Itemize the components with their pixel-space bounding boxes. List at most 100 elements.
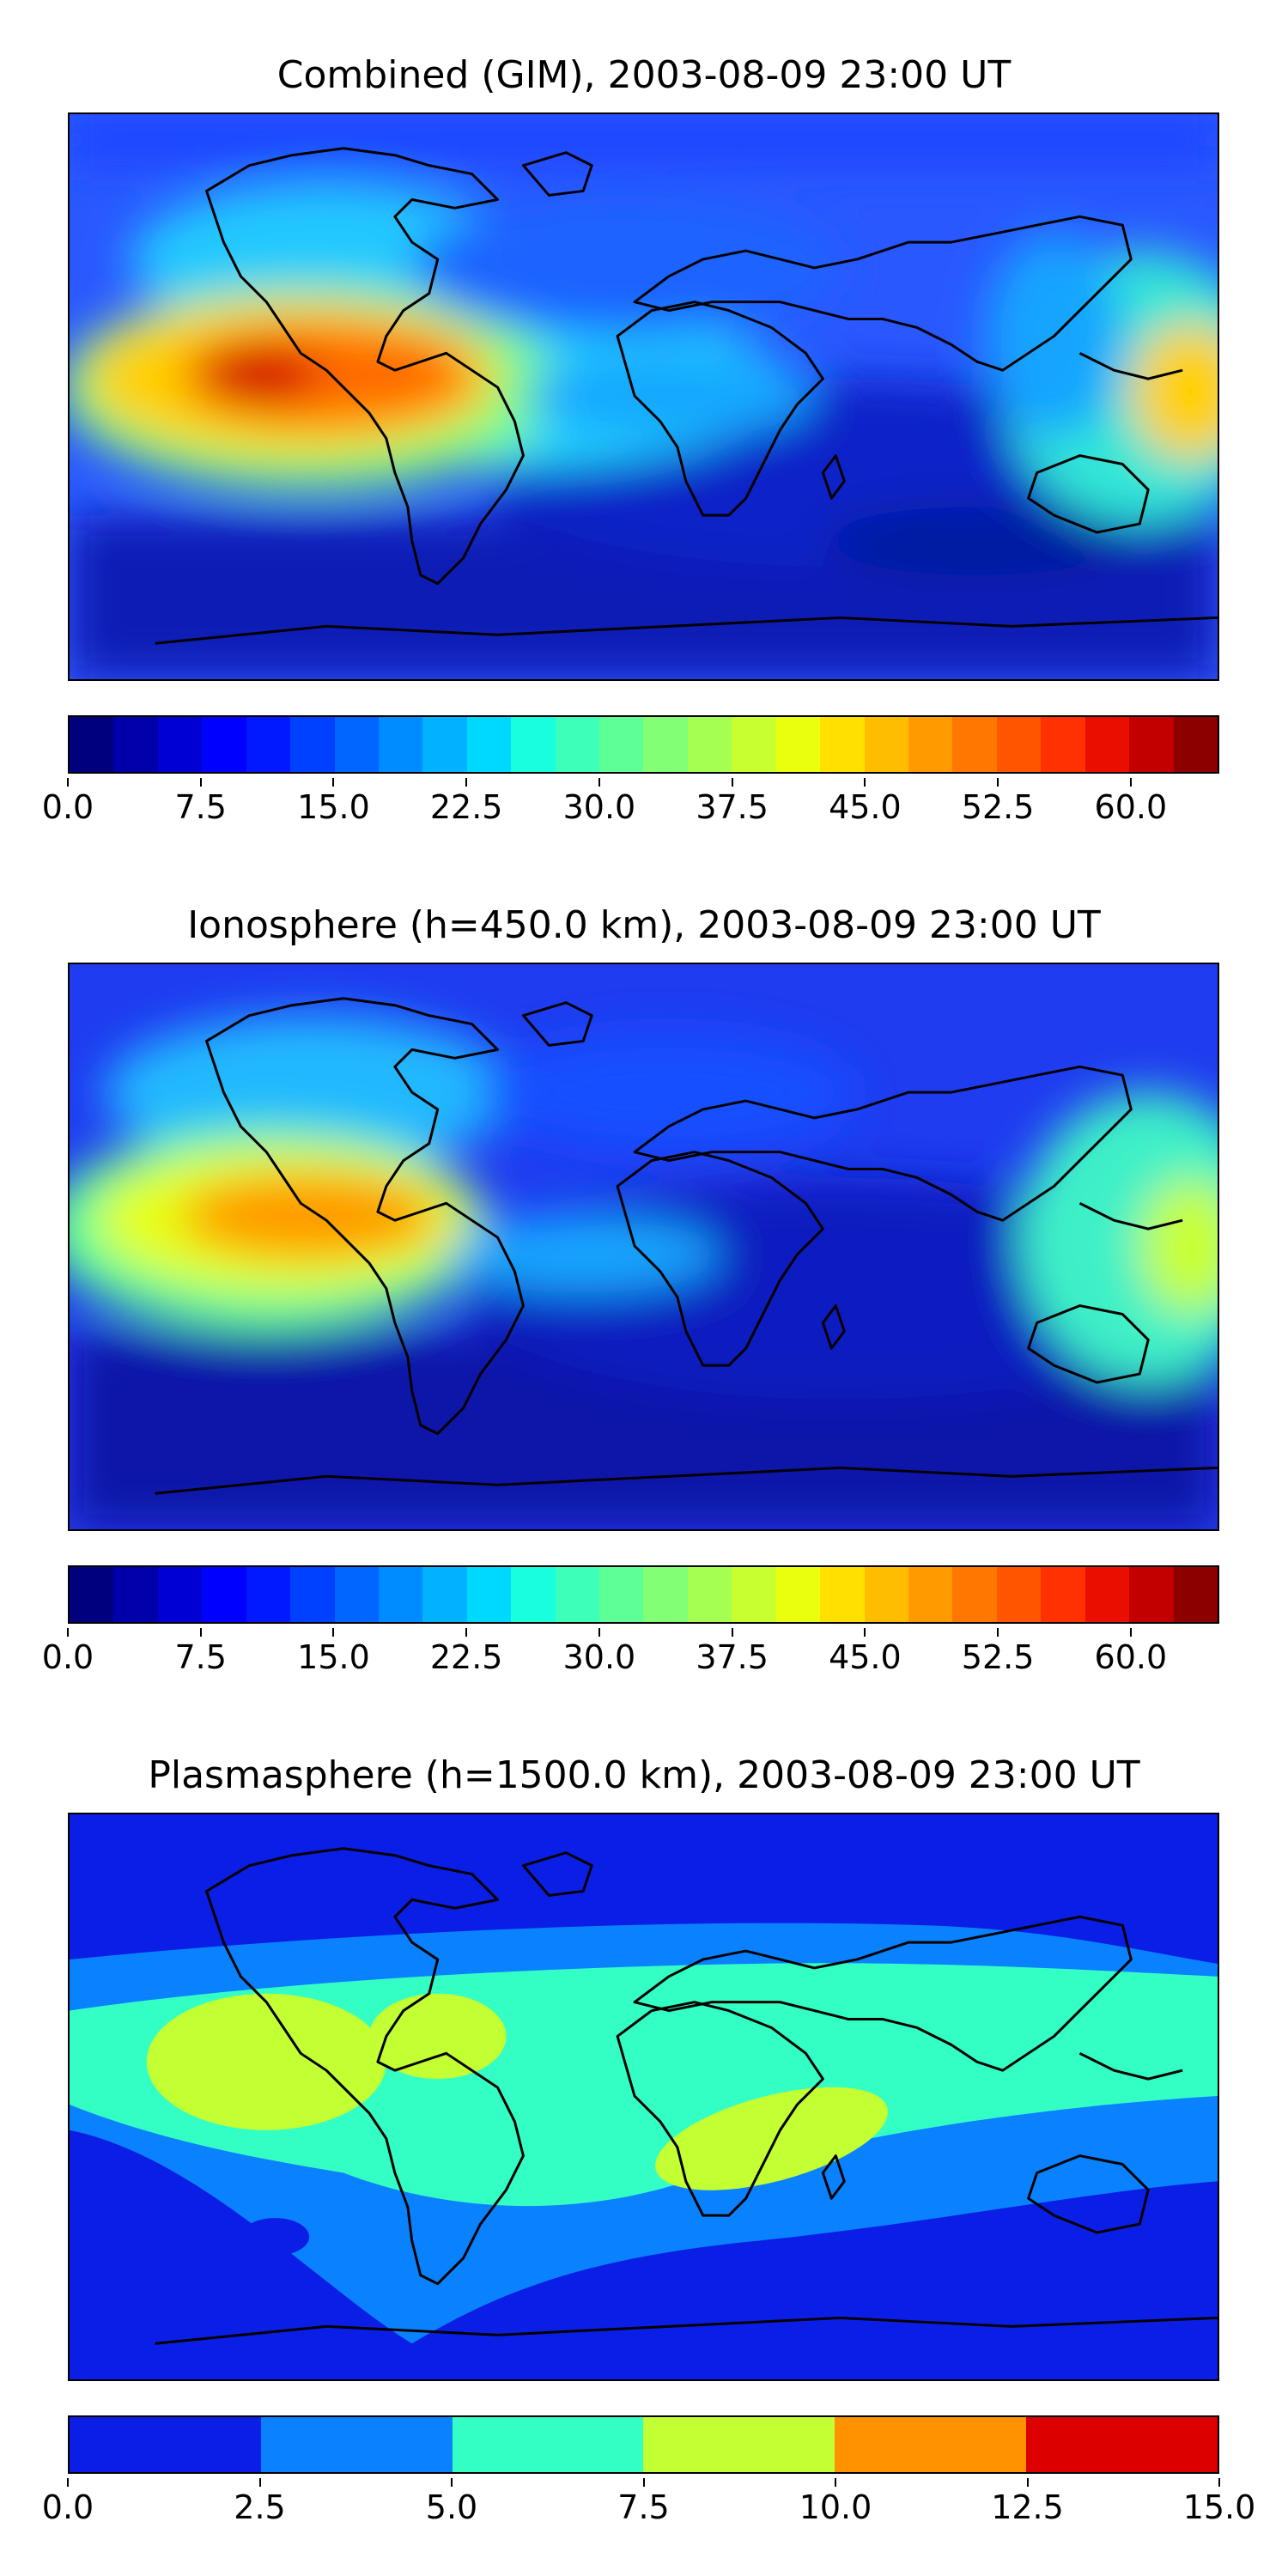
colorbar-tick-label: 10.0 <box>784 2478 887 2526</box>
colorbar-level-14 <box>687 717 732 772</box>
colorbar-tick-label: 45.0 <box>813 1628 916 1676</box>
colorbar-level-17 <box>820 717 865 772</box>
combined-colorbar <box>68 715 1219 774</box>
colorbar-level-3 <box>202 1567 246 1622</box>
colorbar-tick-label: 7.5 <box>149 1628 252 1676</box>
colorbar-level-12 <box>599 717 644 772</box>
colorbar-tick-label: 22.5 <box>415 1628 518 1676</box>
colorbar-level-2 <box>157 1567 203 1622</box>
colorbar-level-0 <box>70 1567 114 1622</box>
colorbar-level-24 <box>1129 1567 1174 1622</box>
colorbar-tick-label: 15.0 <box>282 778 385 826</box>
colorbar-level-16 <box>775 1567 821 1622</box>
colorbar-level-7 <box>378 717 423 772</box>
colorbar-tick-label: 12.5 <box>976 2478 1079 2526</box>
tec-field <box>70 1923 1218 2344</box>
colorbar-level-1 <box>260 2417 453 2472</box>
combined-colorbar-ticks: 0.0 7.5 15.0 22.5 30.0 37.5 45.0 52.5 60.0 <box>42 778 1219 840</box>
colorbar-tick-label: 30.0 <box>548 1628 651 1676</box>
colorbar-tick-label: 15.0 <box>282 1628 385 1676</box>
coastlines <box>155 147 1218 645</box>
colorbar-level-1 <box>113 1567 158 1622</box>
combined-map-canvas <box>70 114 1218 679</box>
colorbar-tick-label: 30.0 <box>548 778 651 826</box>
colorbar-level-25 <box>1173 717 1218 772</box>
colorbar-level-4 <box>246 1567 291 1622</box>
plasmasphere-map-canvas <box>70 1814 1218 2379</box>
colorbar-level-19 <box>908 717 953 772</box>
colorbar-level-22 <box>1041 1567 1085 1622</box>
colorbar-level-21 <box>996 1567 1042 1622</box>
colorbar-level-0 <box>70 2417 261 2472</box>
ionosphere-map-canvas <box>70 964 1218 1529</box>
colorbar-level-23 <box>1084 717 1130 772</box>
colorbar-level-5 <box>290 1567 335 1622</box>
ionosphere-map-title: Ionosphere (h=450.0 km), 2003-08-09 23:0… <box>187 903 1101 947</box>
colorbar-level-9 <box>466 1567 512 1622</box>
colorbar-level-18 <box>864 717 909 772</box>
colorbar-level-0 <box>70 717 114 772</box>
plasmasphere-colorbar <box>68 2415 1219 2474</box>
colorbar-level-11 <box>555 1567 600 1622</box>
colorbar-level-22 <box>1041 717 1085 772</box>
colorbar-level-11 <box>555 717 600 772</box>
colorbar-level-25 <box>1173 1567 1218 1622</box>
colorbar-tick-label: 22.5 <box>415 778 518 826</box>
colorbar-level-5 <box>1026 2417 1218 2472</box>
ionosphere-colorbar-ticks: 0.0 7.5 15.0 22.5 30.0 37.5 45.0 52.5 60.0 <box>42 1628 1219 1690</box>
colorbar-tick-label: 2.5 <box>209 2478 312 2526</box>
colorbar-tick-label: 7.5 <box>149 778 252 826</box>
colorbar-level-6 <box>334 717 379 772</box>
colorbar-level-20 <box>952 717 997 772</box>
colorbar-level-21 <box>996 717 1042 772</box>
colorbar-tick-label: 0.0 <box>16 2478 119 2526</box>
tec-field <box>70 1015 1218 1529</box>
colorbar-level-6 <box>334 1567 379 1622</box>
colorbar-level-16 <box>775 717 821 772</box>
colorbar-level-5 <box>290 717 335 772</box>
colorbar-level-4 <box>835 2417 1027 2472</box>
colorbar-tick-label: 37.5 <box>681 1628 784 1676</box>
plasmasphere-map-title: Plasmasphere (h=1500.0 km), 2003-08-09 2… <box>148 1753 1140 1797</box>
colorbar-level-13 <box>643 1567 688 1622</box>
colorbar-tick-label: 52.5 <box>946 1628 1049 1676</box>
colorbar-level-8 <box>422 717 467 772</box>
colorbar-tick-label: 52.5 <box>946 778 1049 826</box>
plasmasphere-tec-map <box>68 1813 1219 2381</box>
colorbar-level-7 <box>378 1567 423 1622</box>
colorbar-tick-label: 0.0 <box>16 1628 119 1676</box>
colorbar-level-4 <box>246 717 291 772</box>
colorbar-level-3 <box>643 2417 835 2472</box>
colorbar-level-3 <box>202 717 246 772</box>
coastlines <box>155 997 1218 1495</box>
colorbar-tick-label: 45.0 <box>813 778 916 826</box>
ionosphere-tec-map <box>68 963 1219 1531</box>
colorbar-tick-label: 0.0 <box>16 778 119 826</box>
colorbar-level-9 <box>466 717 512 772</box>
colorbar-tick-label: 15.0 <box>1168 2478 1271 2526</box>
colorbar-level-2 <box>157 717 203 772</box>
colorbar-level-12 <box>599 1567 644 1622</box>
colorbar-level-19 <box>908 1567 953 1622</box>
colorbar-tick-label: 60.0 <box>1079 778 1182 826</box>
coastlines <box>155 1847 1218 2345</box>
colorbar-level-18 <box>864 1567 909 1622</box>
colorbar-tick-label: 7.5 <box>592 2478 696 2526</box>
colorbar-tick-label: 60.0 <box>1079 1628 1182 1676</box>
colorbar-level-1 <box>113 717 158 772</box>
colorbar-level-17 <box>820 1567 865 1622</box>
ionosphere-colorbar <box>68 1565 1219 1624</box>
colorbar-level-8 <box>422 1567 467 1622</box>
colorbar-tick-label: 5.0 <box>400 2478 503 2526</box>
colorbar-level-2 <box>452 2417 644 2472</box>
colorbar-level-10 <box>511 717 556 772</box>
colorbar-level-15 <box>732 1567 776 1622</box>
combined-tec-map <box>68 112 1219 681</box>
colorbar-level-10 <box>511 1567 556 1622</box>
colorbar-level-15 <box>732 717 776 772</box>
colorbar-level-23 <box>1084 1567 1130 1622</box>
plasmasphere-colorbar-ticks: 0.0 2.5 5.0 7.5 10.0 12.5 15.0 <box>42 2478 1255 2540</box>
colorbar-level-13 <box>643 717 688 772</box>
colorbar-level-14 <box>687 1567 732 1622</box>
colorbar-level-20 <box>952 1567 997 1622</box>
